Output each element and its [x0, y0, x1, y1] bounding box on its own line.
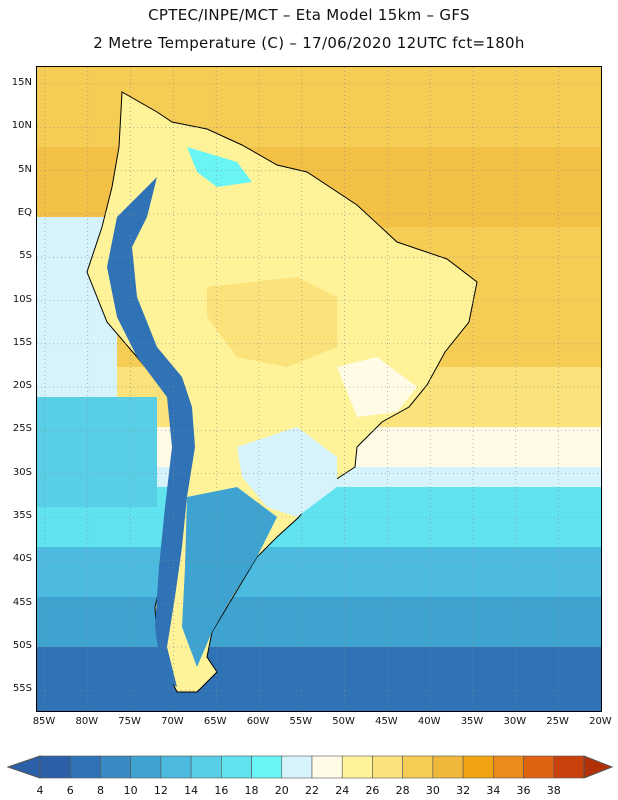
colorbar-label: 28 [395, 784, 410, 797]
lat-label: 5S [19, 250, 32, 262]
colorbar-label: 34 [486, 784, 501, 797]
lon-label: 20W [589, 716, 612, 727]
colorbar-label: 32 [456, 784, 471, 797]
lon-label: 50W [332, 716, 355, 727]
colorbar-swatch [160, 755, 192, 779]
lat-label: 40S [12, 553, 32, 565]
title-line-2: 2 Metre Temperature (C) – 17/06/2020 12U… [93, 34, 525, 52]
lat-label: 10N [11, 120, 32, 132]
lon-label: 35W [460, 716, 484, 727]
lat-label: 5N [18, 163, 32, 175]
colorbar [6, 755, 614, 779]
colorbar-swatch [553, 755, 585, 779]
colorbar-label: 8 [96, 784, 104, 797]
colorbar-label: 14 [184, 784, 199, 797]
lat-label: 10S [12, 293, 32, 305]
colorbar-swatch [432, 755, 464, 779]
colorbar-label: 6 [66, 784, 74, 797]
colorbar-label: 38 [546, 784, 561, 797]
lat-label: 25S [12, 423, 32, 435]
andes-cold-strip [107, 177, 195, 687]
lat-label: 45S [12, 596, 32, 608]
lat-label: 15N [11, 77, 32, 88]
lon-label: 40W [417, 716, 441, 727]
lat-label: 55S [12, 683, 32, 695]
temperature-map [36, 66, 602, 712]
patagonia-cool [182, 487, 277, 667]
colorbar-swatch [281, 755, 313, 779]
lon-label: 85W [32, 716, 56, 727]
north-andes-cool [187, 147, 252, 187]
colorbar-swatch [251, 755, 283, 779]
title-line-1: CPTEC/INPE/MCT – Eta Model 15km – GFS [148, 6, 470, 24]
colorbar-label: 20 [274, 784, 289, 797]
brazil-warm-patch [207, 277, 337, 367]
lon-label: 65W [203, 716, 227, 727]
lat-label: EQ [17, 206, 32, 218]
lon-label: 80W [75, 716, 99, 727]
lat-label: 15S [12, 336, 32, 348]
colorbar-swatch [69, 755, 101, 779]
colorbar-label: 30 [425, 784, 440, 797]
colorbar-label: 4 [36, 784, 44, 797]
colorbar-label: 18 [244, 784, 259, 797]
colorbar-left-arrow [6, 755, 41, 779]
lon-label: 75W [118, 716, 141, 727]
southern-cone-mild [237, 427, 337, 517]
colorbar-label: 16 [214, 784, 229, 797]
colorbar-swatch [462, 755, 494, 779]
colorbar-swatch [221, 755, 252, 779]
colorbar-swatch [402, 755, 434, 779]
lat-label: 30S [12, 466, 32, 478]
lat-label: 35S [12, 510, 32, 521]
colorbar-label: 24 [335, 784, 350, 797]
colorbar-swatch [523, 755, 555, 779]
colorbar-swatch [190, 755, 222, 779]
pacific-cold-band [37, 397, 157, 507]
colorbar-label: 26 [365, 784, 380, 797]
lon-label: 25W [546, 716, 569, 727]
lon-label: 70W [161, 716, 184, 727]
colorbar-label: 36 [516, 784, 531, 797]
colorbar-label: 12 [153, 784, 168, 797]
lat-label: 20S [12, 380, 32, 392]
colorbar-swatch [311, 755, 343, 779]
colorbar-swatch [39, 755, 71, 779]
lat-label: 50S [12, 639, 32, 651]
colorbar-label: 10 [123, 784, 138, 797]
map-canvas [37, 67, 601, 711]
colorbar-swatch [341, 755, 373, 779]
colorbar-swatch [130, 755, 162, 779]
colorbar-label: 22 [305, 784, 319, 797]
lon-label: 60W [246, 716, 270, 727]
colorbar-swatch [100, 755, 131, 779]
colorbar-swatch [372, 755, 403, 779]
colorbar-right-arrow [583, 755, 614, 779]
lon-label: 55W [289, 716, 313, 727]
lon-label: 45W [375, 716, 398, 727]
ocean-6-band [37, 647, 601, 711]
colorbar-swatch [493, 755, 524, 779]
lon-label: 30W [503, 716, 527, 727]
